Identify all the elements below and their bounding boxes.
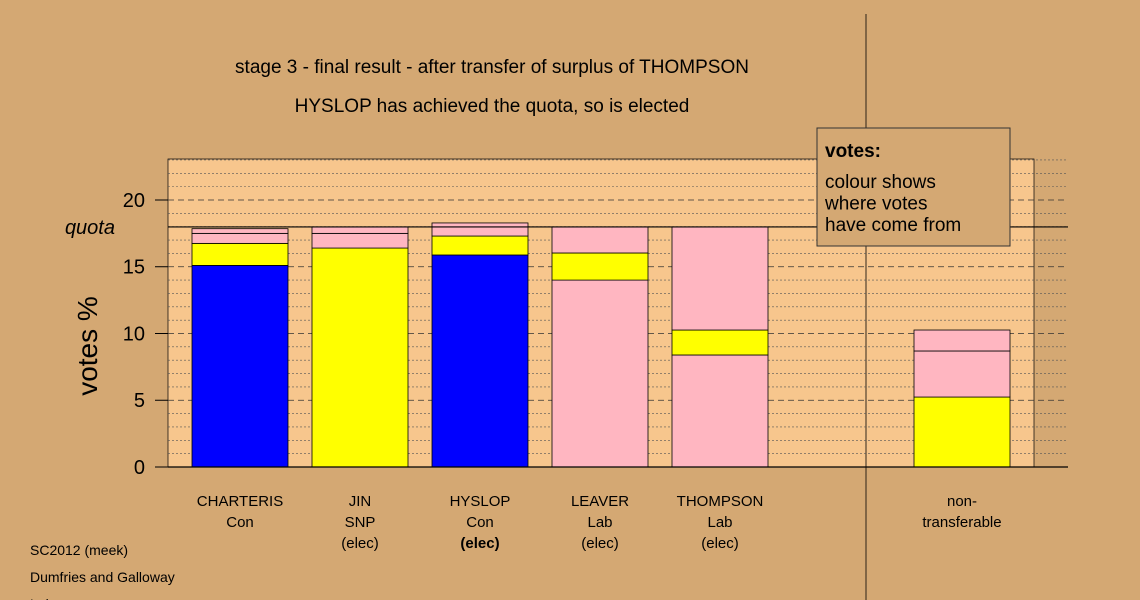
- category-label: non-: [947, 493, 977, 510]
- bar-segment: [191, 228, 289, 234]
- bars: [191, 222, 1011, 468]
- category-label: CHARTERIS: [197, 493, 283, 510]
- category-label: (elec): [341, 535, 379, 552]
- y-axis-label: votes %: [72, 296, 103, 396]
- bar-segment: [431, 226, 529, 237]
- bar-segment: [913, 396, 1011, 468]
- category-label: LEAVER: [571, 493, 629, 510]
- y-tick-label: 0: [134, 457, 145, 479]
- note-line: where votes: [824, 194, 927, 215]
- category-label: THOMPSON: [677, 493, 764, 510]
- chart-title: stage 3 - final result - after transfer …: [235, 57, 749, 78]
- bar-segment: [191, 265, 289, 468]
- bar-segment: [551, 252, 649, 281]
- category-label: transferable: [922, 514, 1001, 531]
- bar-segment: [913, 350, 1011, 398]
- quota-label: quota: [65, 217, 115, 239]
- note-box: [816, 127, 1011, 247]
- category-label: Con: [226, 514, 254, 531]
- y-tick-label: 5: [134, 390, 145, 412]
- overlay: CHARTERIS Con JIN SNP (elec) HYSLOP Con (elec) L…: [30, 127, 1068, 600]
- bar-segment: [191, 242, 289, 266]
- bar-segment: [431, 235, 529, 256]
- footer-text: Dumfries and Galloway: [30, 569, 175, 585]
- y-tick-label: 15: [123, 257, 145, 279]
- bar-segment: [913, 329, 1011, 352]
- y-tick-label: 10: [123, 323, 145, 345]
- bar-segment: [671, 329, 769, 356]
- bar-segment: [311, 247, 409, 468]
- note-line: colour shows: [825, 172, 936, 193]
- bar-segment: [671, 354, 769, 468]
- bar-segment: [431, 254, 529, 468]
- category-label: Lab: [587, 514, 612, 531]
- category-label: (elec): [581, 535, 619, 552]
- category-label: SNP: [345, 514, 376, 531]
- category-label: Con: [466, 514, 494, 531]
- bar-segment: [671, 226, 769, 331]
- note-line: have come from: [825, 215, 961, 236]
- bar-segment: [431, 222, 529, 228]
- footer-text: SC2012 (meek): [30, 542, 128, 558]
- category-label: HYSLOP: [450, 493, 511, 510]
- bar-segment: [311, 232, 409, 249]
- note-heading: votes:: [825, 141, 881, 162]
- category-label: (elec): [460, 535, 499, 552]
- bar-segment: [191, 232, 289, 244]
- bar-segment: [311, 226, 409, 234]
- chart-subtitle: HYSLOP has achieved the quota, so is ele…: [295, 96, 690, 117]
- category-label: (elec): [701, 535, 739, 552]
- y-tick-label: 20: [123, 190, 145, 212]
- category-label: Lab: [707, 514, 732, 531]
- footer-text: Lab: [30, 596, 54, 600]
- bar-segment: [551, 279, 649, 468]
- bar-segment: [551, 226, 649, 254]
- category-label: JIN: [349, 493, 372, 510]
